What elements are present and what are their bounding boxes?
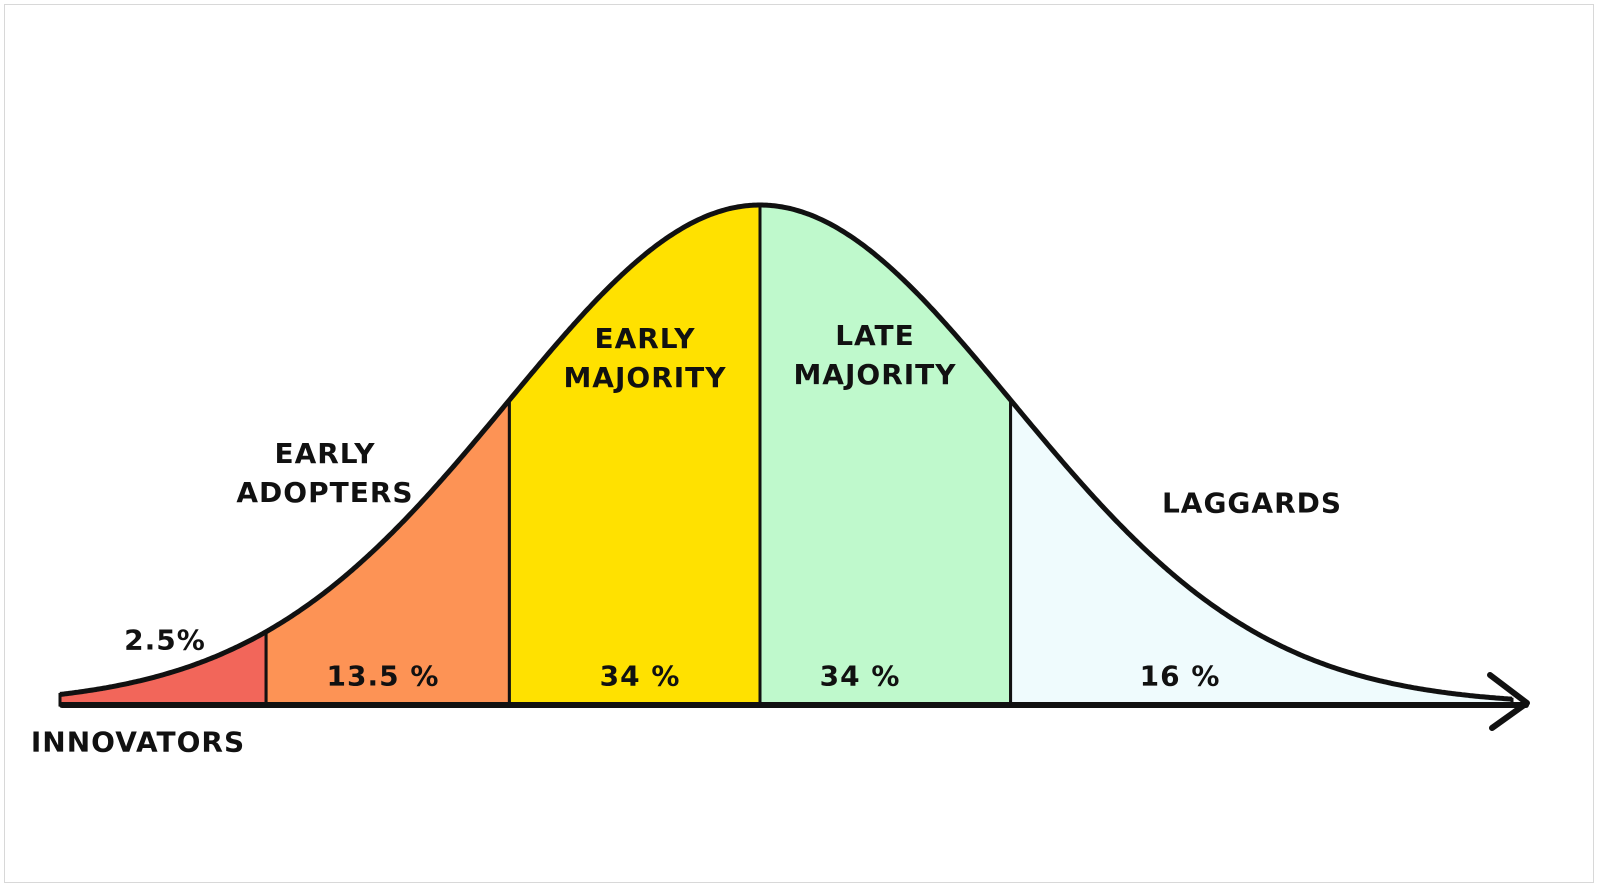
value-label: 34 % bbox=[819, 659, 901, 693]
bell-curve bbox=[59, 202, 1513, 702]
arrow-head bbox=[1487, 672, 1530, 731]
segment bbox=[1009, 395, 1514, 707]
category-label: EARLY MAJORITY bbox=[563, 321, 727, 394]
value-label: 2.5% bbox=[124, 623, 206, 657]
segment bbox=[758, 203, 1013, 707]
category-label: EARLY ADOPTERS bbox=[236, 436, 414, 509]
category-label: LATE MAJORITY bbox=[793, 318, 957, 391]
category-label: LAGGARDS bbox=[1161, 486, 1343, 520]
frame bbox=[4, 4, 1594, 883]
segment bbox=[507, 203, 762, 707]
category-label: INNOVATORS bbox=[30, 725, 246, 759]
value-label: 34 % bbox=[599, 659, 681, 693]
value-label: 13.5 % bbox=[326, 659, 440, 693]
value-label: 16 % bbox=[1139, 659, 1221, 693]
